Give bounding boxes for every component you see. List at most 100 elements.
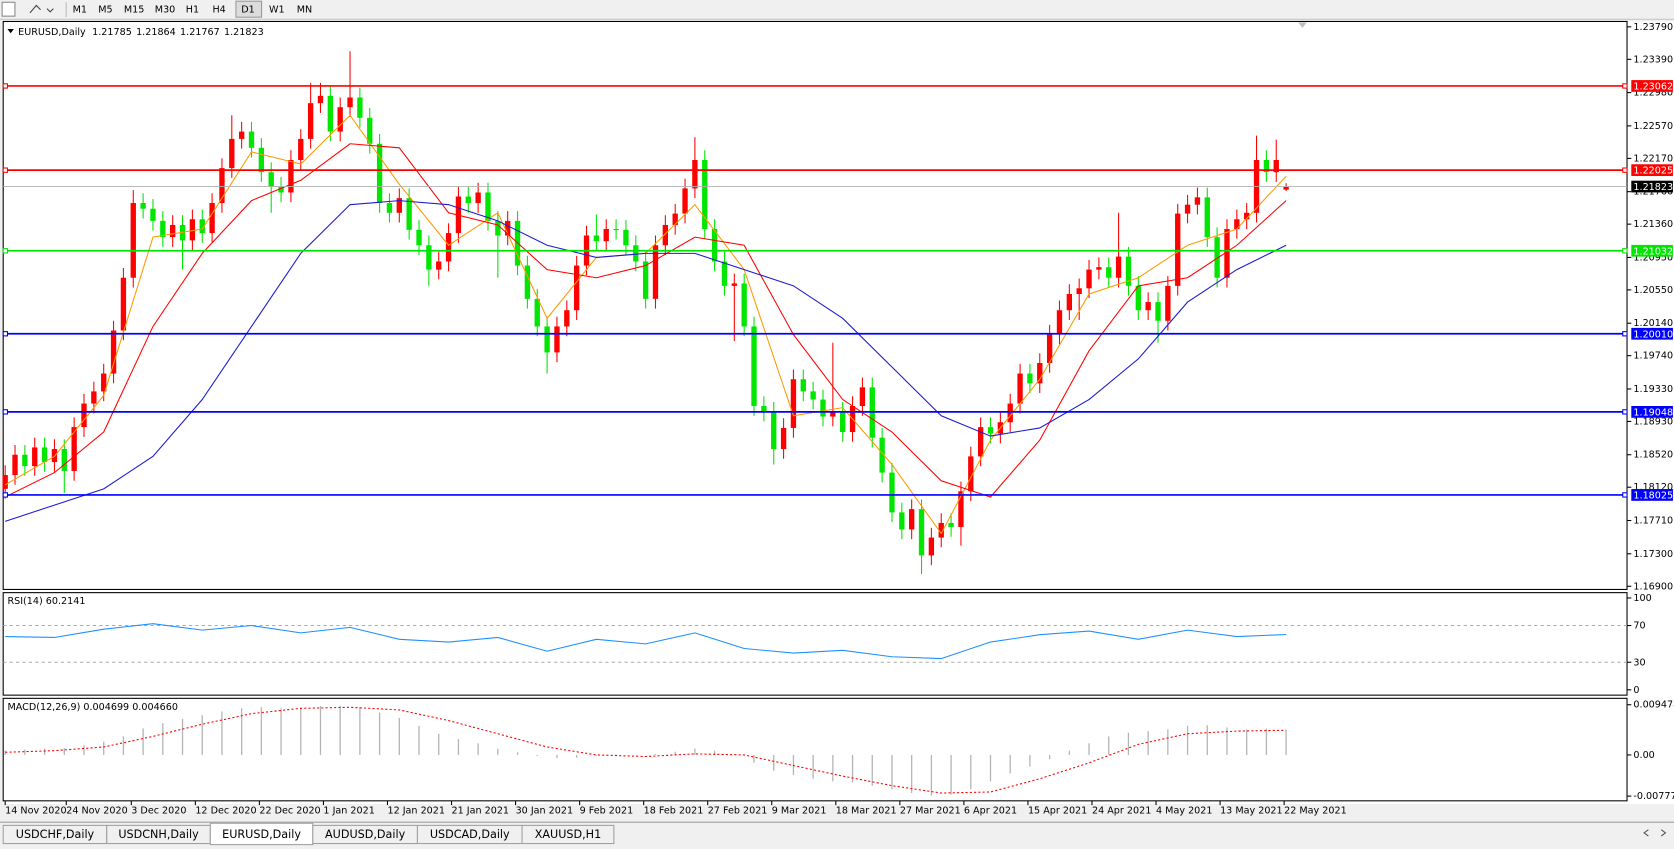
candle-body: [800, 379, 806, 392]
x-tick-label: 9 Feb 2021: [580, 805, 634, 816]
candle-body: [761, 406, 767, 412]
candle-body: [485, 192, 491, 221]
macd-bar: [221, 711, 223, 755]
macd-bar: [477, 743, 479, 755]
x-tick-label: 24 Nov 2020: [66, 805, 127, 816]
candle-body: [613, 229, 619, 231]
candle-body: [238, 131, 245, 139]
candle-body: [1027, 373, 1033, 384]
timeframe-button[interactable]: [235, 0, 263, 18]
price-level-label: 1.19048: [1633, 407, 1673, 418]
candle-body: [278, 186, 284, 193]
candle-body: [61, 449, 67, 471]
symbol-tab-label[interactable]: USDCAD,Daily: [430, 828, 510, 841]
price-level-anchor[interactable]: [2, 492, 9, 498]
timeframe-label[interactable]: H4: [212, 5, 225, 16]
candle-body: [977, 427, 984, 457]
candle-body: [1204, 197, 1210, 238]
candle-body: [573, 265, 580, 311]
price-level-anchor[interactable]: [1622, 248, 1628, 254]
y-tick-label: 0.009478: [1633, 700, 1674, 711]
ohlc-close: 1.21823: [224, 27, 264, 38]
price-level-anchor[interactable]: [1622, 409, 1628, 415]
price-level-anchor[interactable]: [2, 167, 9, 173]
timeframe-label[interactable]: MN: [297, 5, 312, 16]
symbol-tab[interactable]: [521, 824, 615, 845]
price-level-anchor[interactable]: [1622, 167, 1628, 173]
y-tick-label: 1.22170: [1633, 153, 1673, 164]
candle-body: [544, 326, 550, 353]
candle-body: [721, 261, 728, 286]
candle-body: [120, 277, 127, 331]
candle-body: [889, 472, 895, 513]
candle-body: [1234, 219, 1240, 230]
timeframe-label[interactable]: M30: [155, 5, 176, 16]
price-level-anchor[interactable]: [2, 331, 9, 337]
candle-body: [524, 265, 531, 299]
symbol-tab-label[interactable]: USDCNH,Daily: [118, 828, 199, 841]
symbol-tab-label[interactable]: EURUSD,Daily: [222, 828, 301, 841]
timeframe-label[interactable]: W1: [269, 5, 285, 16]
symbol-tab-label[interactable]: AUDUSD,Daily: [325, 828, 406, 841]
x-tick-label: 12 Dec 2020: [195, 805, 256, 816]
x-tick-label: 14 Nov 2020: [5, 805, 66, 816]
timeframe-label[interactable]: D1: [241, 5, 255, 16]
x-tick-label: 27 Mar 2021: [900, 805, 961, 816]
price-level-anchor[interactable]: [2, 248, 9, 254]
candle-body: [958, 491, 964, 528]
macd-bar: [1226, 727, 1228, 755]
candle-body: [1076, 288, 1082, 294]
macd-bar: [438, 733, 440, 755]
macd-bar: [378, 712, 381, 755]
candle-body: [1155, 302, 1161, 321]
timeframe-label[interactable]: M5: [98, 5, 112, 16]
symbol-tab-label[interactable]: XAUUSD,H1: [535, 828, 602, 841]
candle-body: [41, 447, 48, 463]
candle-body: [189, 219, 196, 241]
macd-panel: [2, 697, 1628, 802]
candle-body: [465, 196, 471, 204]
candle-body: [771, 411, 777, 450]
current-price-tag: [1631, 180, 1673, 193]
candle-body: [909, 509, 915, 530]
candle-body: [396, 198, 402, 213]
price-level-anchor[interactable]: [1622, 492, 1628, 498]
candle-body: [662, 224, 669, 246]
timeframe-label[interactable]: H1: [186, 5, 199, 16]
price-level-anchor[interactable]: [2, 409, 9, 415]
candle-body: [1194, 197, 1201, 205]
candle-body: [357, 97, 363, 118]
candle-body: [110, 330, 117, 374]
x-tick-label: 18 Feb 2021: [644, 805, 704, 816]
x-tick-label: 12 Jan 2021: [387, 805, 445, 816]
macd-bar: [753, 754, 755, 763]
candle-body: [1096, 267, 1102, 270]
symbol-menu-arrow[interactable]: [7, 28, 14, 34]
candle-body: [307, 103, 314, 139]
macd-bar: [457, 739, 460, 755]
macd-bar: [851, 754, 854, 783]
candle-body: [1056, 310, 1063, 335]
price-level-anchor[interactable]: [2, 83, 9, 89]
price-level-anchor[interactable]: [1622, 83, 1628, 89]
macd-bar: [871, 754, 873, 786]
candle-body: [248, 131, 255, 148]
timeframe-label[interactable]: M15: [124, 5, 145, 16]
macd-bar: [1029, 754, 1031, 767]
y-tick-label: 1.18120: [1633, 482, 1673, 493]
candle-body: [170, 224, 176, 238]
y-tick-label: 0.00: [1633, 750, 1654, 761]
candle-body: [938, 522, 944, 538]
price-level-tag: [1631, 164, 1673, 177]
timeframe-label[interactable]: M1: [73, 5, 87, 16]
shift-marker[interactable]: [1298, 22, 1307, 28]
y-tick-label: 1.22570: [1633, 121, 1673, 132]
price-panel: [2, 20, 1628, 590]
symbol-tab-label[interactable]: USDCHF,Daily: [16, 828, 95, 841]
tool-icon[interactable]: [29, 4, 54, 14]
tool-icon[interactable]: [1, 1, 16, 17]
y-tick-label: 1.19330: [1633, 384, 1673, 395]
tab-scroll[interactable]: [1643, 829, 1667, 837]
price-level-anchor[interactable]: [1622, 331, 1628, 337]
candle-body: [1125, 256, 1132, 286]
